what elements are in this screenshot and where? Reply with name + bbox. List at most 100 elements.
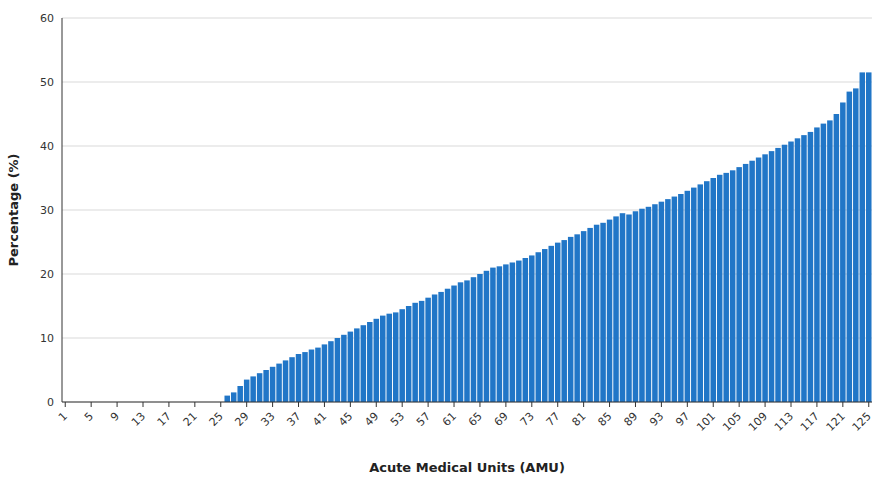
x-tick: [479, 402, 480, 407]
x-tick-label: 33: [258, 410, 277, 429]
x-tick-label: 41: [310, 410, 329, 429]
x-tick: [868, 402, 869, 407]
bar: [581, 231, 587, 402]
bar: [762, 154, 768, 402]
bar: [471, 277, 477, 402]
x-tick-label: 101: [694, 410, 718, 434]
x-tick-label: 49: [362, 410, 381, 429]
bar: [529, 255, 535, 402]
x-tick: [168, 402, 169, 407]
bar: [523, 258, 529, 402]
x-tick-label: 13: [129, 410, 148, 429]
bar: [775, 148, 781, 402]
bar: [827, 120, 833, 402]
bar: [782, 145, 788, 402]
y-tick-label: 30: [40, 204, 54, 217]
bar: [406, 306, 412, 402]
x-tick: [298, 402, 299, 407]
x-tick-label: 85: [595, 410, 614, 429]
bar: [302, 352, 308, 402]
x-tick-label: 53: [388, 410, 407, 429]
bar: [257, 373, 263, 402]
bar: [639, 209, 645, 402]
bar: [866, 72, 872, 402]
x-tick: [376, 402, 377, 407]
bar: [315, 348, 321, 402]
x-tick-label: 113: [772, 410, 796, 434]
bar: [490, 268, 496, 402]
bar: [769, 151, 775, 402]
bars: [224, 72, 871, 402]
bar: [419, 301, 425, 402]
x-tick-label: 69: [492, 410, 511, 429]
x-tick-label: 65: [466, 410, 485, 429]
bar: [354, 328, 360, 402]
bar: [348, 332, 354, 402]
bar: [568, 237, 574, 402]
bar: [626, 214, 632, 402]
x-tick: [842, 402, 843, 407]
x-tick: [91, 402, 92, 407]
x-tick: [505, 402, 506, 407]
grid-line: [62, 146, 872, 147]
bar: [458, 282, 464, 402]
bar: [834, 114, 840, 402]
bar: [361, 325, 367, 402]
x-tick-label: 81: [569, 410, 588, 429]
x-tick: [246, 402, 247, 407]
bar: [756, 158, 762, 402]
x-tick-label: 45: [336, 410, 355, 429]
x-axis-line: [62, 402, 872, 403]
x-tick: [65, 402, 66, 407]
bar: [380, 316, 386, 402]
bar: [633, 211, 639, 402]
bar: [425, 298, 431, 402]
bar: [445, 289, 451, 402]
x-tick-label: 5: [82, 410, 96, 424]
bar: [587, 228, 593, 402]
x-tick-label: 93: [647, 410, 666, 429]
bar: [749, 161, 755, 402]
bar: [296, 354, 302, 402]
x-tick: [816, 402, 817, 407]
bar: [788, 142, 794, 402]
x-tick: [557, 402, 558, 407]
x-tick: [194, 402, 195, 407]
x-tick: [272, 402, 273, 407]
x-tick: [220, 402, 221, 407]
bar: [736, 167, 742, 402]
bar: [464, 280, 470, 402]
bar: [309, 350, 315, 402]
x-tick-label: 61: [440, 410, 459, 429]
bar: [516, 261, 522, 402]
y-tick-label: 50: [40, 76, 54, 89]
bar: [477, 274, 483, 402]
x-tick: [661, 402, 662, 407]
x-tick-label: 57: [414, 410, 433, 429]
y-tick-label: 10: [40, 332, 54, 345]
bar: [451, 286, 457, 402]
x-tick: [583, 402, 584, 407]
x-tick-label: 29: [233, 410, 252, 429]
x-tick: [791, 402, 792, 407]
bar: [821, 124, 827, 402]
bar: [503, 264, 509, 402]
x-tick-label: 9: [108, 410, 122, 424]
bar: [717, 175, 723, 402]
bar: [412, 303, 418, 402]
bar: [367, 322, 373, 402]
y-tick-label: 40: [40, 140, 54, 153]
x-tick: [350, 402, 351, 407]
bar: [730, 170, 736, 402]
y-tick-label: 60: [40, 12, 54, 25]
bar: [607, 220, 613, 402]
bar: [652, 204, 658, 402]
bar: [561, 240, 567, 402]
bar: [542, 249, 548, 402]
grid: [62, 18, 872, 402]
x-tick: [765, 402, 766, 407]
bar: [691, 188, 697, 402]
bar: [574, 234, 580, 402]
x-tick: [454, 402, 455, 407]
x-tick: [402, 402, 403, 407]
